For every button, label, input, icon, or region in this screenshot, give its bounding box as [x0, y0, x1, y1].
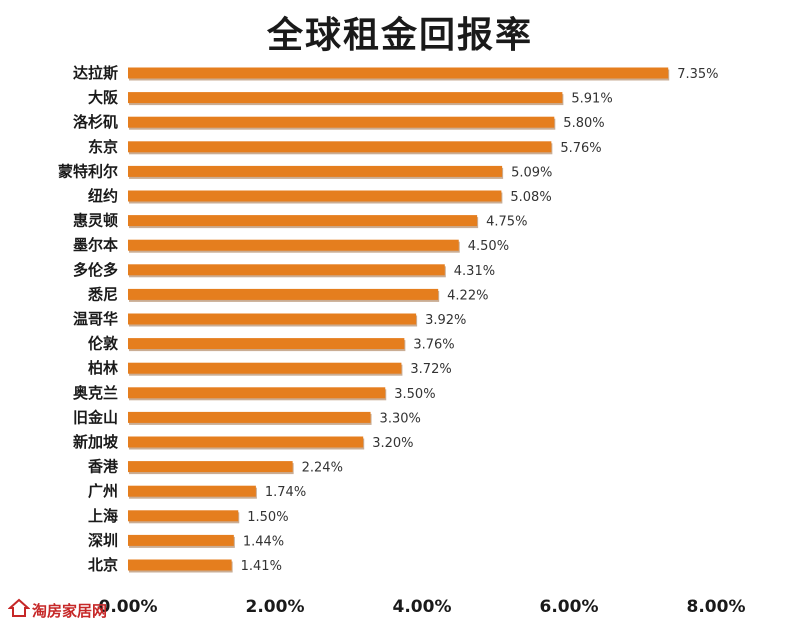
category-label: 北京: [88, 556, 118, 574]
category-label: 温哥华: [73, 310, 118, 328]
bar: [128, 461, 293, 473]
bar: [128, 116, 555, 128]
value-label: 5.91%: [571, 92, 612, 107]
bar: [128, 67, 669, 79]
bar: [128, 264, 445, 276]
chart-title: 全球租金回报率: [266, 15, 533, 56]
x-tick-label: 2.00%: [246, 597, 305, 617]
value-label: 5.80%: [563, 116, 604, 131]
bar: [128, 411, 371, 423]
value-label: 1.44%: [243, 534, 284, 549]
bar: [128, 288, 439, 300]
x-tick-label: 6.00%: [540, 597, 599, 617]
category-label: 奥克兰: [73, 384, 118, 402]
category-label: 上海: [88, 507, 118, 525]
category-label: 多伦多: [73, 261, 118, 279]
watermark-logo: 淘房家居网: [8, 598, 107, 634]
bar: [128, 362, 402, 374]
value-label: 4.50%: [468, 239, 509, 254]
category-label: 悉尼: [87, 285, 118, 303]
category-label: 东京: [88, 138, 118, 156]
bar: [128, 215, 478, 227]
bar: [128, 387, 386, 399]
value-label: 3.20%: [372, 436, 413, 451]
bar: [128, 190, 502, 202]
value-label: 5.76%: [560, 141, 601, 156]
bar: [128, 485, 256, 497]
value-label: 7.35%: [677, 67, 718, 82]
bar: [128, 92, 563, 104]
value-label: 3.76%: [413, 338, 454, 353]
x-tick-label: 4.00%: [393, 597, 452, 617]
category-label: 伦敦: [88, 335, 119, 353]
bar: [128, 313, 417, 325]
category-label: 纽约: [88, 187, 118, 205]
bar: [128, 436, 364, 448]
category-label: 惠灵顿: [73, 212, 118, 230]
bar: [128, 338, 405, 350]
value-label: 4.75%: [486, 215, 527, 230]
value-label: 5.08%: [510, 190, 551, 205]
category-label: 蒙特利尔: [58, 162, 118, 180]
watermark-brand: 淘房家居网: [32, 602, 108, 620]
category-label: 广州: [88, 482, 118, 500]
category-label: 洛杉矶: [73, 113, 118, 131]
value-label: 2.24%: [302, 461, 343, 476]
x-tick-label: 8.00%: [687, 597, 746, 617]
value-label: 3.30%: [380, 411, 421, 426]
bar: [128, 239, 459, 251]
category-label: 旧金山: [73, 408, 118, 426]
bar: [128, 141, 552, 153]
value-label: 1.41%: [241, 559, 282, 574]
value-label: 3.92%: [425, 313, 466, 328]
category-label: 达拉斯: [73, 64, 118, 82]
value-label: 3.50%: [394, 387, 435, 402]
x-tick-label: 0.00%: [99, 597, 158, 617]
house-icon: [8, 598, 30, 617]
value-label: 1.74%: [265, 485, 306, 500]
category-label: 墨尔本: [73, 236, 118, 254]
category-label: 新加坡: [73, 433, 118, 451]
bar: [128, 534, 234, 546]
bar: [128, 559, 232, 571]
category-label: 香港: [88, 458, 119, 476]
bar: [128, 510, 239, 522]
category-label: 大阪: [88, 89, 119, 107]
value-label: 3.72%: [410, 362, 451, 377]
category-label: 深圳: [88, 531, 118, 549]
value-label: 5.09%: [511, 165, 552, 180]
bar: [128, 165, 503, 177]
value-label: 4.31%: [454, 264, 495, 279]
category-label: 柏林: [88, 359, 119, 377]
value-label: 4.22%: [447, 288, 488, 303]
value-label: 1.50%: [247, 510, 288, 525]
